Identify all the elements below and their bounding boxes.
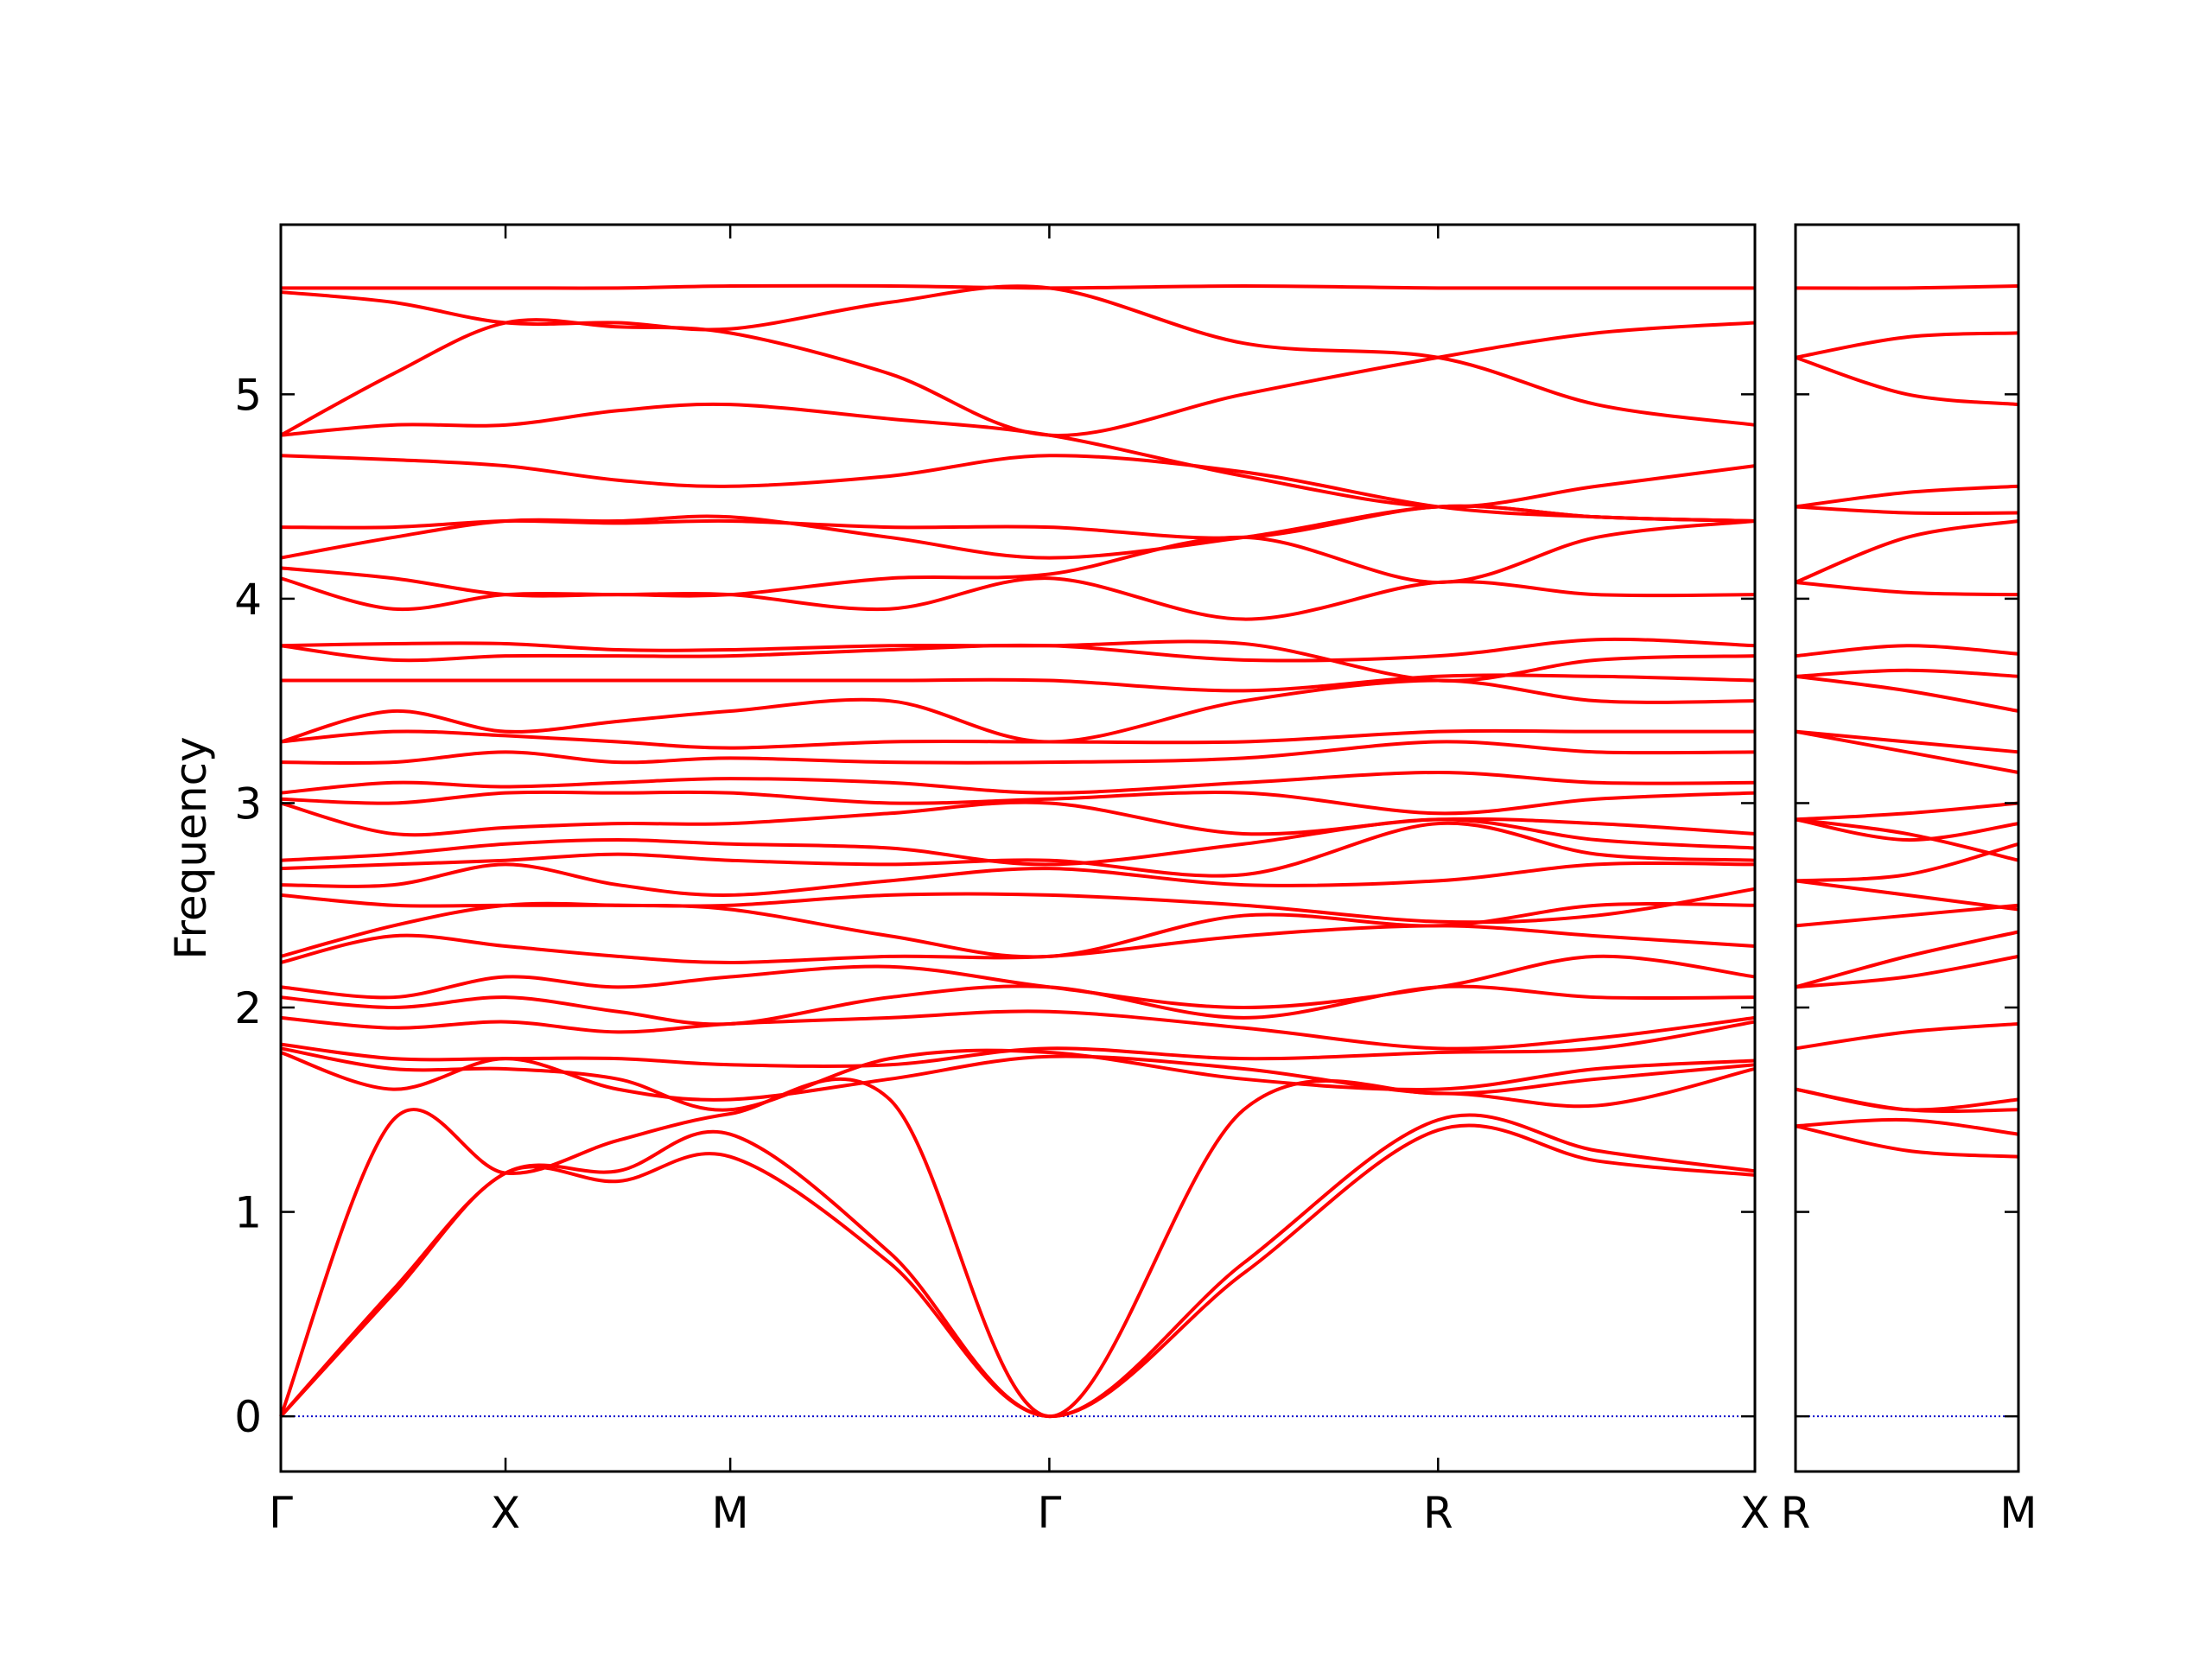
band-line bbox=[1795, 1124, 2019, 1159]
band-line bbox=[1795, 331, 2019, 359]
band-line bbox=[280, 770, 1756, 795]
band-line bbox=[1795, 355, 2019, 407]
y-tick-label: 4 bbox=[234, 575, 262, 625]
band-line bbox=[1795, 903, 2019, 928]
x-tick-label: R bbox=[1423, 1488, 1453, 1538]
band-line bbox=[1795, 930, 2019, 989]
band-line bbox=[280, 954, 1756, 1010]
band-line bbox=[280, 821, 1756, 878]
x-tick-label: X bbox=[1740, 1488, 1770, 1538]
y-axis-label: Frequency bbox=[166, 736, 216, 959]
band-line bbox=[280, 637, 1756, 663]
band-line bbox=[280, 576, 1756, 621]
x-tick-label: X bbox=[491, 1488, 520, 1538]
band-line bbox=[1795, 954, 2019, 989]
band-line bbox=[1795, 1087, 2019, 1112]
x-tick-label: Γ bbox=[1037, 1488, 1061, 1538]
band-line bbox=[279, 1123, 1756, 1419]
band-line bbox=[280, 861, 1756, 897]
band-line bbox=[1795, 580, 2019, 597]
band-line bbox=[1795, 505, 2019, 516]
x-tick-label: M bbox=[1999, 1488, 2037, 1538]
band-line bbox=[281, 283, 1755, 290]
band-line bbox=[280, 817, 1756, 867]
band-line bbox=[1795, 484, 2019, 509]
band-line bbox=[1795, 1087, 2019, 1114]
band-line bbox=[280, 984, 1756, 1027]
band-line bbox=[280, 924, 1756, 964]
band-line bbox=[280, 800, 1756, 837]
band-line bbox=[1795, 668, 2019, 678]
band-line bbox=[1795, 801, 2019, 822]
band-line bbox=[1795, 842, 2019, 883]
plot-frame bbox=[279, 223, 1757, 1473]
band-line bbox=[280, 284, 1756, 427]
y-tick-label: 5 bbox=[234, 370, 262, 420]
band-line bbox=[280, 454, 1756, 524]
band-line bbox=[1795, 729, 2019, 754]
x-tick-label: M bbox=[712, 1488, 749, 1538]
x-tick-label: Γ bbox=[269, 1488, 293, 1538]
band-line bbox=[280, 1046, 1756, 1112]
y-tick-label: 3 bbox=[234, 779, 262, 829]
band-line bbox=[1795, 729, 2019, 774]
band-line bbox=[279, 1113, 1756, 1419]
band-line bbox=[280, 678, 1756, 744]
band-line bbox=[280, 790, 1756, 816]
plot-frame bbox=[1794, 223, 2020, 1473]
band-line bbox=[279, 1067, 1756, 1419]
band-line bbox=[280, 318, 1756, 437]
band-line bbox=[280, 639, 1756, 683]
band-line bbox=[280, 673, 1756, 693]
y-tick-label: 0 bbox=[234, 1392, 262, 1442]
x-tick-label: R bbox=[1781, 1488, 1811, 1538]
band-line bbox=[280, 402, 1756, 509]
band-line bbox=[1795, 817, 2019, 862]
band-line bbox=[280, 887, 1756, 925]
band-line bbox=[280, 519, 1756, 598]
band-line bbox=[280, 1020, 1756, 1068]
band-line bbox=[1795, 519, 2019, 584]
band-line bbox=[1795, 1021, 2019, 1051]
band-line bbox=[280, 728, 1755, 750]
band-line bbox=[280, 1009, 1756, 1051]
band-line bbox=[1795, 674, 2019, 713]
band-line bbox=[280, 740, 1756, 766]
band-line bbox=[1795, 879, 2019, 912]
band-line bbox=[1795, 283, 2019, 290]
y-tick-label: 2 bbox=[234, 983, 262, 1033]
y-tick-label: 1 bbox=[234, 1188, 262, 1238]
band-line bbox=[1795, 644, 2019, 658]
band-line bbox=[280, 504, 1756, 540]
band-line bbox=[1795, 817, 2019, 842]
band-line bbox=[1795, 1117, 2019, 1136]
